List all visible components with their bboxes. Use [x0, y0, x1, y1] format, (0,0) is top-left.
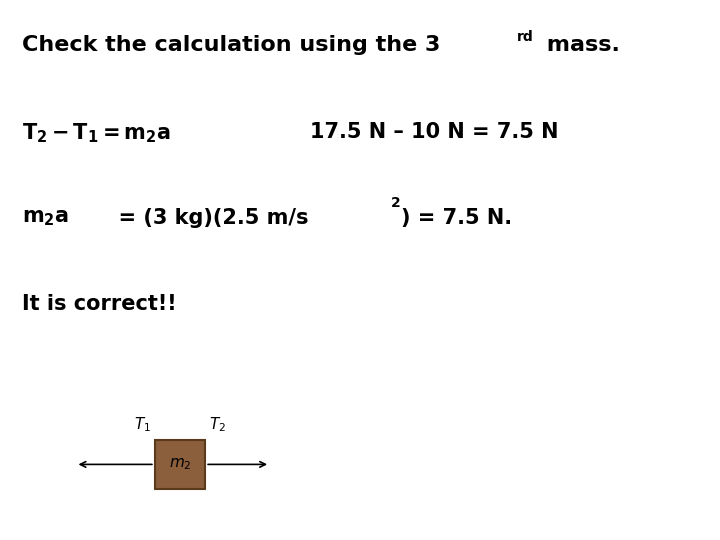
- Text: rd: rd: [517, 30, 534, 44]
- Text: ) = 7.5 N.: ) = 7.5 N.: [401, 208, 512, 228]
- Text: Check the calculation using the 3: Check the calculation using the 3: [22, 35, 440, 55]
- Text: $T_2$: $T_2$: [209, 415, 226, 434]
- Text: $T_1$: $T_1$: [134, 415, 151, 434]
- Text: mass.: mass.: [539, 35, 619, 55]
- Text: 2: 2: [391, 196, 401, 210]
- Text: $m_2$: $m_2$: [168, 456, 192, 472]
- Text: = (3 kg)(2.5 m/s: = (3 kg)(2.5 m/s: [104, 208, 309, 228]
- Text: $\mathbf{T_2 - T_1 = m_2 a}$: $\mathbf{T_2 - T_1 = m_2 a}$: [22, 122, 171, 145]
- FancyBboxPatch shape: [155, 440, 205, 489]
- Text: It is correct!!: It is correct!!: [22, 294, 176, 314]
- Text: $\mathbf{m_2 a}$: $\mathbf{m_2 a}$: [22, 208, 68, 228]
- Text: 17.5 N – 10 N = 7.5 N: 17.5 N – 10 N = 7.5 N: [310, 122, 558, 141]
